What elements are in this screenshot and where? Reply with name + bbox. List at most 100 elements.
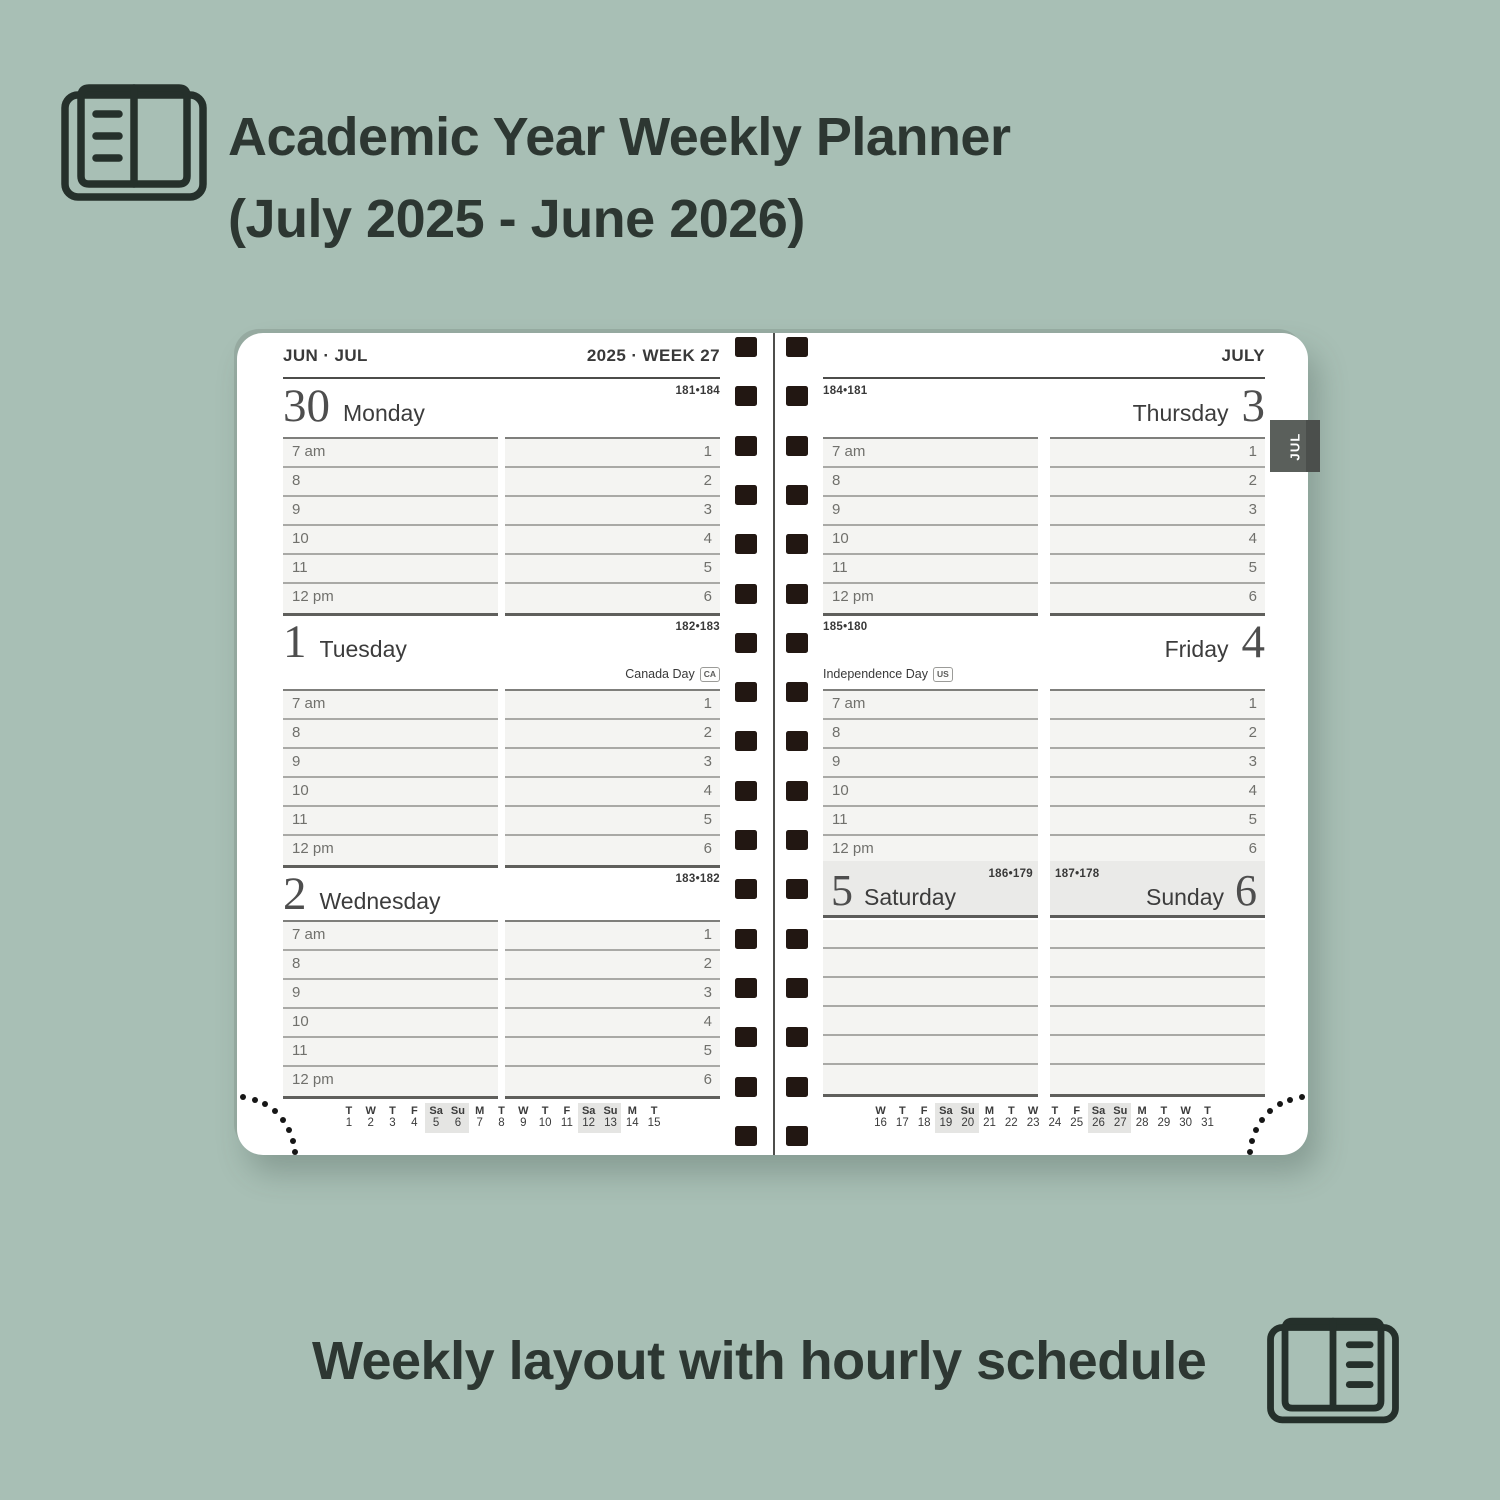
- hour-row: 8: [823, 468, 1038, 497]
- hour-row: 7 am: [283, 922, 498, 951]
- hour-row: 10: [283, 526, 498, 555]
- header-rule: [823, 377, 1265, 379]
- decorative-dot: [1247, 1149, 1254, 1156]
- left-page-month-range: JUN · JUL: [283, 346, 368, 365]
- hour-row: 12 pm: [283, 584, 498, 613]
- spiral-hole: [735, 830, 757, 850]
- title-line-1: Academic Year Weekly Planner: [228, 107, 1011, 167]
- note-row: [823, 1007, 1038, 1036]
- note-row: [1050, 1065, 1265, 1094]
- spiral-hole: [786, 583, 808, 604]
- note-row: [1050, 1007, 1265, 1036]
- spiral-hole: [735, 977, 757, 998]
- hour-row: 12 pm: [283, 836, 498, 865]
- planner-spread: JUN · JUL 2025 · WEEK 27 30 Monday 181•1…: [237, 333, 1320, 1156]
- hour-row: 8: [283, 468, 498, 497]
- hour-row: 2: [1050, 720, 1265, 749]
- mini-calendar-day: W 16: [874, 1105, 887, 1129]
- hour-row: 11: [823, 807, 1038, 836]
- hour-row: 10: [823, 526, 1038, 555]
- hour-row: 11: [283, 1038, 498, 1067]
- day-name: Thursday: [1132, 400, 1229, 426]
- decorative-dot: [1287, 1096, 1294, 1103]
- page-numbers: 184•181: [823, 385, 868, 397]
- mini-calendar-day: M 28: [1135, 1105, 1149, 1129]
- hour-row: 5: [505, 807, 720, 836]
- holiday-independence-day: Independence Day US: [823, 663, 1038, 685]
- mini-calendar-day: F 11: [560, 1105, 573, 1129]
- spiral-hole: [735, 780, 757, 801]
- day-name: Friday: [1164, 636, 1229, 662]
- day-number: 30: [283, 380, 330, 432]
- decorative-dot: [1248, 1137, 1255, 1144]
- hour-row: 7 am: [283, 439, 498, 468]
- day-section-thursday: 184•181 Thursday 3: [823, 383, 1265, 433]
- hour-row: 6: [505, 584, 720, 613]
- holiday-canada-day: Canada Day CA: [505, 663, 720, 685]
- open-book-icon: [61, 84, 207, 201]
- decorative-dot: [240, 1094, 247, 1101]
- day-section-tuesday: 1 Tuesday 182•183: [283, 619, 720, 669]
- mini-calendar-day: T 22: [1004, 1105, 1018, 1129]
- hour-row: 9: [823, 497, 1038, 526]
- note-row: [1050, 978, 1265, 1007]
- hour-row: 4: [505, 1009, 720, 1038]
- mini-calendar-day: Su 6: [447, 1103, 469, 1133]
- page-title: Academic Year Weekly Planner (July 2025 …: [228, 96, 1011, 260]
- open-book-icon: [1267, 1317, 1399, 1424]
- caption: Weekly layout with hourly schedule: [312, 1331, 1207, 1391]
- mini-calendar-day: M 14: [625, 1105, 639, 1129]
- day-name: Tuesday: [319, 636, 407, 662]
- mini-calendar-day: T 31: [1201, 1105, 1214, 1129]
- page-numbers: 185•180: [823, 621, 868, 633]
- hour-grid-wednesday-am: 7 am 8 9 10 11 12 pm: [283, 920, 498, 1099]
- hour-row: 4: [505, 526, 720, 555]
- spiral-hole: [786, 386, 808, 407]
- hour-row: 2: [505, 468, 720, 497]
- hour-row: 1: [505, 691, 720, 720]
- decorative-dot: [251, 1096, 258, 1103]
- header-rule: [283, 377, 720, 379]
- spiral-hole: [786, 1076, 808, 1097]
- month-tab-label: JUL: [1287, 431, 1303, 461]
- day-number: 3: [1241, 380, 1266, 432]
- spiral-hole: [735, 534, 757, 555]
- hour-row: 2: [1050, 468, 1265, 497]
- day-number: 6: [1235, 866, 1257, 915]
- decorative-dot: [290, 1137, 297, 1144]
- mini-calendar-day: W 30: [1179, 1105, 1193, 1129]
- mini-calendar-left: T 1 W 2 T 3 F 4 Sa 5 Su 6 M 7 T 8 W 9 T 10 F 11 Sa 12 Su 13 M 14 T 15: [283, 1103, 720, 1133]
- hour-row: 9: [283, 749, 498, 778]
- spiral-hole: [735, 484, 757, 505]
- country-badge: CA: [699, 666, 720, 682]
- hour-row: 10: [283, 778, 498, 807]
- decorative-dot: [1298, 1094, 1305, 1101]
- day-number: 1: [283, 616, 307, 668]
- hour-row: 2: [505, 720, 720, 749]
- spiral-hole: [735, 1125, 757, 1146]
- spiral-hole: [735, 583, 757, 604]
- spiral-hole: [735, 435, 757, 456]
- country-badge: US: [932, 666, 953, 682]
- holiday-label: Independence Day: [823, 667, 928, 681]
- day-name: Monday: [343, 400, 425, 426]
- day-section-friday: 185•180 Friday 4: [823, 619, 1265, 669]
- hour-row: 3: [505, 497, 720, 526]
- decorative-dot: [271, 1108, 278, 1115]
- decorative-dot: [1267, 1108, 1274, 1115]
- note-row: [823, 978, 1038, 1007]
- hour-row: 1: [1050, 439, 1265, 468]
- note-row: [1050, 949, 1265, 978]
- note-row: [1050, 920, 1265, 949]
- mini-calendar-day: Su 13: [599, 1103, 622, 1133]
- hour-row: 4: [1050, 778, 1265, 807]
- hour-grid-friday-am: 7 am 8 9 10 11 12 pm: [823, 689, 1038, 868]
